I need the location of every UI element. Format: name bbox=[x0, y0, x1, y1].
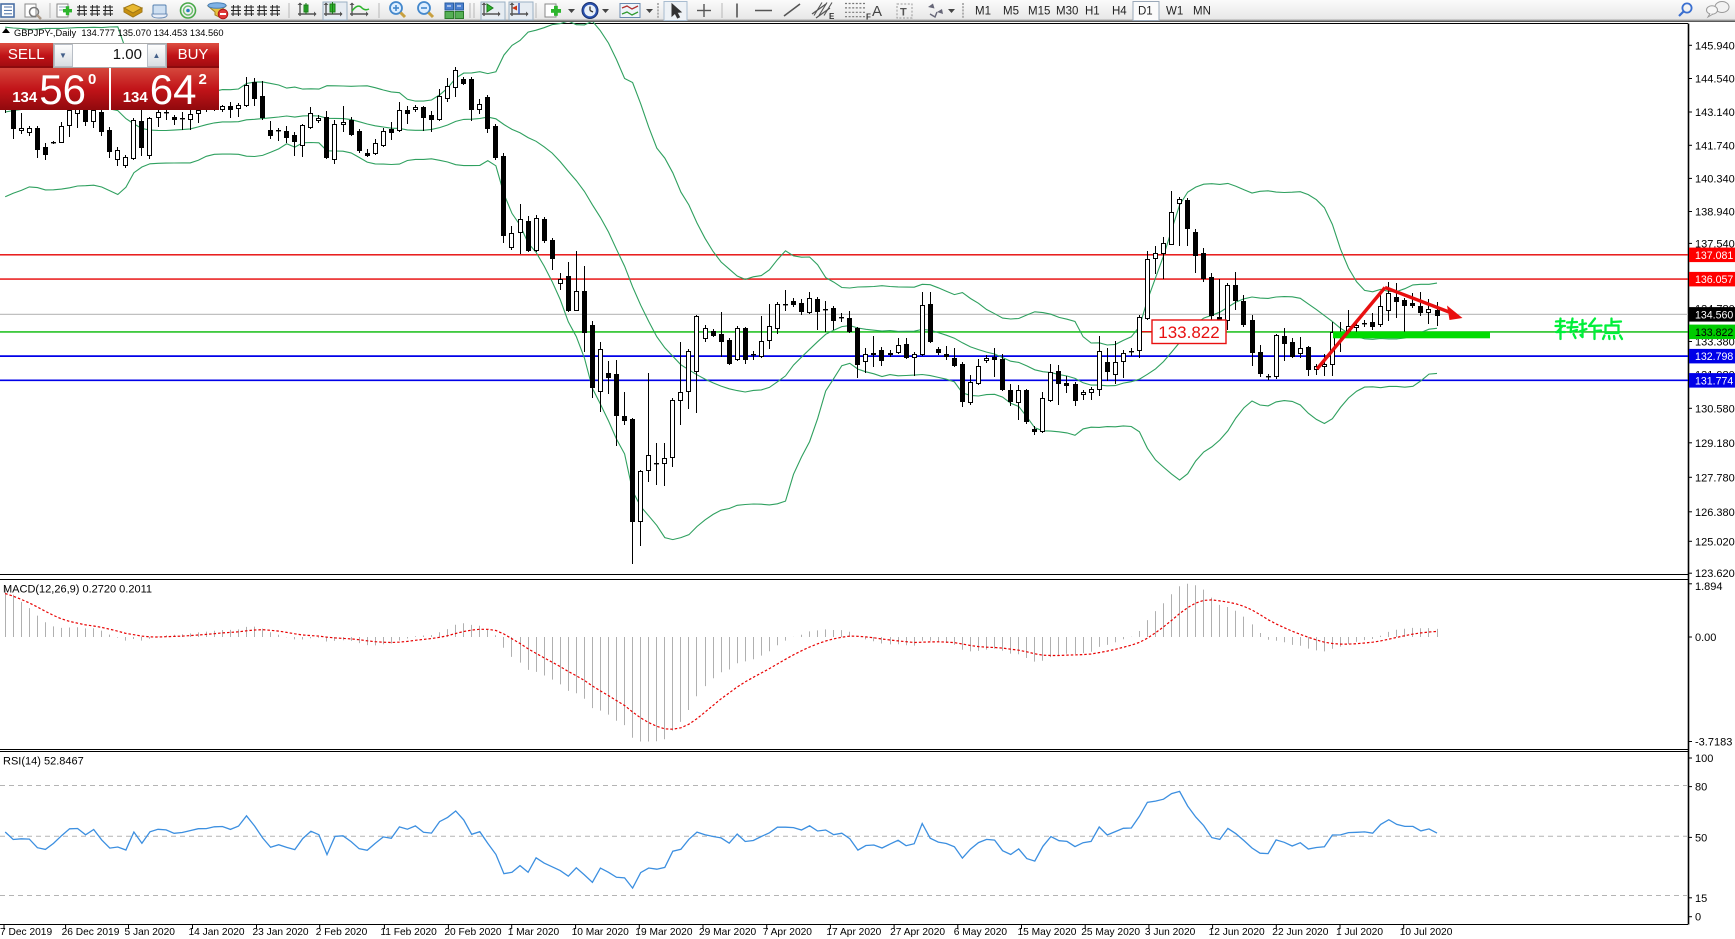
svg-text:126.380: 126.380 bbox=[1695, 507, 1735, 519]
svg-text:26 Dec 2019: 26 Dec 2019 bbox=[62, 927, 120, 938]
svg-text:W1: W1 bbox=[1166, 6, 1183, 18]
svg-text:12 Jun 2020: 12 Jun 2020 bbox=[1209, 927, 1265, 938]
svg-text:7 Apr 2020: 7 Apr 2020 bbox=[763, 927, 813, 938]
svg-text:137.540: 137.540 bbox=[1695, 238, 1735, 250]
svg-text:23 Jan 2020: 23 Jan 2020 bbox=[253, 927, 309, 938]
svg-text:H4: H4 bbox=[1112, 6, 1127, 18]
svg-text:14 Jan 2020: 14 Jan 2020 bbox=[189, 927, 245, 938]
svg-text:10 Jul 2020: 10 Jul 2020 bbox=[1400, 927, 1453, 938]
svg-text:3 Jun 2020: 3 Jun 2020 bbox=[1145, 927, 1196, 938]
svg-text:11 Feb 2020: 11 Feb 2020 bbox=[380, 927, 437, 938]
svg-text:137.081: 137.081 bbox=[1695, 250, 1733, 262]
svg-text:50: 50 bbox=[1695, 832, 1707, 844]
svg-text:1 Jul 2020: 1 Jul 2020 bbox=[1336, 927, 1383, 938]
svg-text:A: A bbox=[872, 3, 882, 20]
svg-text:136.057: 136.057 bbox=[1695, 274, 1733, 286]
svg-text:25 May 2020: 25 May 2020 bbox=[1081, 927, 1140, 938]
svg-text:0.00: 0.00 bbox=[1695, 632, 1716, 644]
svg-text:RSI(14) 52.8467: RSI(14) 52.8467 bbox=[3, 756, 84, 768]
svg-text:145.940: 145.940 bbox=[1695, 40, 1735, 52]
svg-text:GBPJPY-,Daily 134.777 135.070: GBPJPY-,Daily 134.777 135.070 134.453 13… bbox=[14, 28, 224, 38]
svg-text:27 Apr 2020: 27 Apr 2020 bbox=[890, 927, 945, 938]
svg-text:138.940: 138.940 bbox=[1695, 207, 1735, 219]
svg-text:F: F bbox=[866, 13, 871, 22]
svg-text:127.780: 127.780 bbox=[1695, 472, 1735, 484]
svg-text:15: 15 bbox=[1695, 893, 1707, 905]
svg-text:22 Jun 2020: 22 Jun 2020 bbox=[1272, 927, 1328, 938]
svg-text:2 Feb 2020: 2 Feb 2020 bbox=[316, 927, 368, 938]
svg-text:H1: H1 bbox=[1085, 6, 1100, 18]
svg-text:M1: M1 bbox=[975, 6, 991, 18]
svg-text:1 Mar 2020: 1 Mar 2020 bbox=[508, 927, 560, 938]
svg-text:144.540: 144.540 bbox=[1695, 74, 1735, 86]
svg-text:D1: D1 bbox=[1138, 6, 1153, 18]
svg-text:133.380: 133.380 bbox=[1695, 337, 1735, 349]
svg-text:134.560: 134.560 bbox=[1695, 309, 1733, 321]
svg-text:125.020: 125.020 bbox=[1695, 536, 1735, 548]
svg-text:143.140: 143.140 bbox=[1695, 107, 1735, 119]
svg-text:6 May 2020: 6 May 2020 bbox=[954, 927, 1008, 938]
svg-text:133.822: 133.822 bbox=[1695, 327, 1733, 339]
svg-text:M15: M15 bbox=[1028, 6, 1050, 18]
svg-text:7 Dec 2019: 7 Dec 2019 bbox=[0, 927, 52, 938]
svg-text:140.340: 140.340 bbox=[1695, 173, 1735, 185]
svg-text:123.620: 123.620 bbox=[1695, 568, 1735, 580]
svg-text:129.180: 129.180 bbox=[1695, 438, 1735, 450]
svg-text:133.822: 133.822 bbox=[1158, 323, 1219, 342]
svg-text:100: 100 bbox=[1695, 753, 1713, 765]
svg-text:E: E bbox=[829, 12, 835, 21]
svg-text:130.580: 130.580 bbox=[1695, 403, 1735, 415]
svg-text:141.740: 141.740 bbox=[1695, 140, 1735, 152]
svg-text:-3.7183: -3.7183 bbox=[1695, 737, 1732, 749]
svg-text:29 Mar 2020: 29 Mar 2020 bbox=[699, 927, 757, 938]
svg-text:MN: MN bbox=[1193, 6, 1211, 18]
svg-text:132.798: 132.798 bbox=[1695, 351, 1733, 363]
svg-text:1.894: 1.894 bbox=[1695, 581, 1723, 593]
svg-text:T: T bbox=[900, 7, 907, 19]
svg-text:MACD(12,26,9) 0.2720 0.2011: MACD(12,26,9) 0.2720 0.2011 bbox=[3, 584, 152, 596]
svg-text:10 Mar 2020: 10 Mar 2020 bbox=[572, 927, 630, 938]
svg-text:19 Mar 2020: 19 Mar 2020 bbox=[635, 927, 693, 938]
svg-text:17 Apr 2020: 17 Apr 2020 bbox=[826, 927, 881, 938]
svg-text:20 Feb 2020: 20 Feb 2020 bbox=[444, 927, 502, 938]
svg-text:15 May 2020: 15 May 2020 bbox=[1018, 927, 1077, 938]
svg-text:5 Jan 2020: 5 Jan 2020 bbox=[125, 927, 176, 938]
svg-text:M30: M30 bbox=[1056, 6, 1078, 18]
svg-text:131.774: 131.774 bbox=[1695, 375, 1733, 387]
svg-text:0: 0 bbox=[1695, 912, 1701, 924]
svg-text:80: 80 bbox=[1695, 782, 1707, 794]
svg-text:M5: M5 bbox=[1003, 6, 1019, 18]
